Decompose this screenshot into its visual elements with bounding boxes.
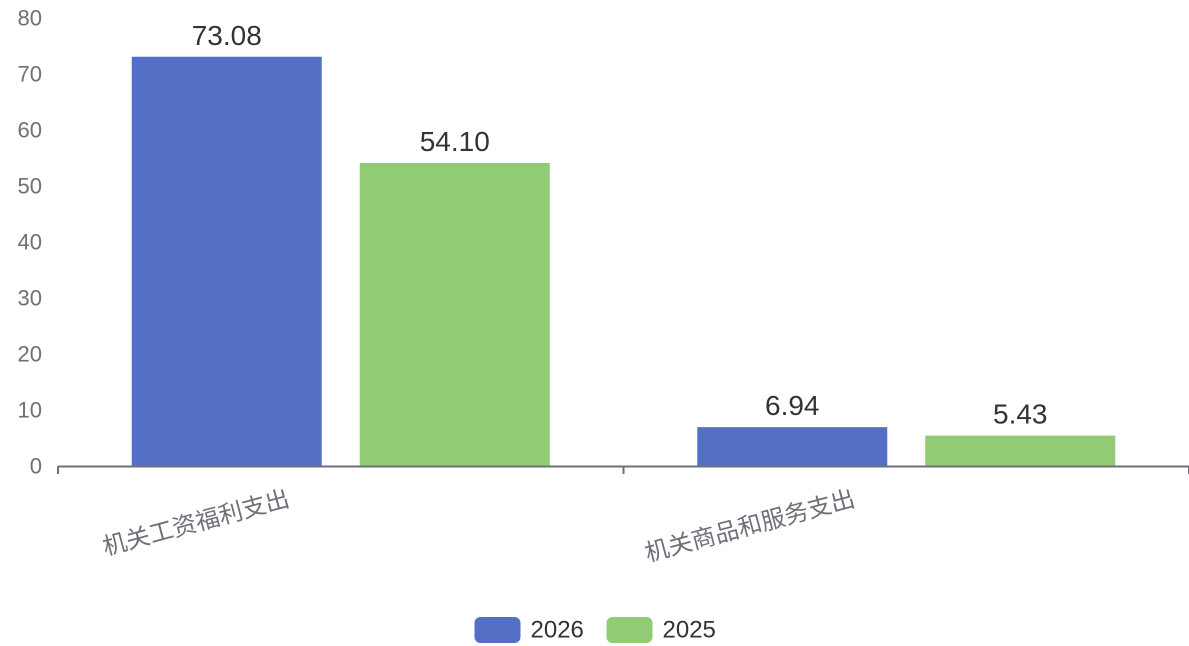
y-tick-label: 20: [18, 342, 42, 367]
legend-swatch-2025[interactable]: [606, 617, 653, 643]
y-tick-label: 60: [18, 118, 42, 143]
y-tick-label: 10: [18, 398, 42, 423]
legend[interactable]: 2026 2025: [474, 617, 716, 644]
y-tick-label: 50: [18, 174, 42, 199]
data-label: 5.43: [993, 399, 1048, 430]
y-axis-ticks: 0 10 20 30 40 50 60 70 80: [18, 6, 42, 479]
data-label: 54.10: [420, 126, 490, 157]
legend-swatch-2026[interactable]: [474, 617, 521, 643]
x-axis: 机关工资福利支出 机关商品和服务支出: [57, 465, 1189, 567]
y-tick-label: 70: [18, 62, 42, 87]
legend-label[interactable]: 2025: [663, 617, 716, 644]
x-category-label: 机关商品和服务支出: [642, 484, 858, 567]
bar-2025-1[interactable]: [925, 435, 1116, 466]
x-category-label: 机关工资福利支出: [100, 484, 293, 561]
y-tick-label: 40: [18, 230, 42, 255]
bar-2025-0[interactable]: [359, 163, 550, 467]
legend-label[interactable]: 2026: [531, 617, 584, 644]
bars: [131, 56, 1116, 467]
data-label: 73.08: [192, 20, 262, 51]
data-label: 6.94: [765, 390, 820, 421]
bar-2026-1[interactable]: [697, 427, 888, 466]
y-tick-label: 30: [18, 286, 42, 311]
bar-2026-0[interactable]: [131, 56, 322, 466]
y-tick-label: 80: [18, 6, 42, 31]
data-labels: 73.08 6.94 54.10 5.43: [192, 20, 1048, 430]
y-tick-label: 0: [30, 454, 42, 479]
